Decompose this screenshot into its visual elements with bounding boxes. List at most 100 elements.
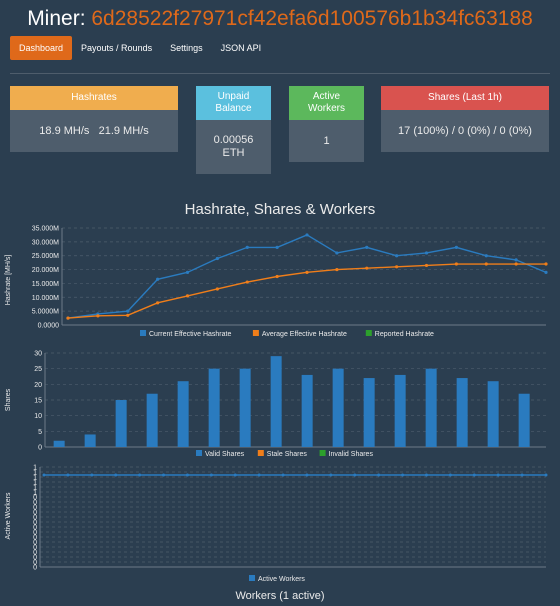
hashrates-panel-header: Hashrates: [10, 86, 178, 110]
active-workers-value: 1: [323, 134, 330, 147]
y-tick-label: 20: [34, 382, 42, 389]
data-point: [305, 270, 309, 274]
hashrates-title: Hashrates: [71, 92, 117, 103]
data-point: [424, 251, 429, 255]
y-axis-label: Shares: [5, 388, 12, 411]
data-point: [156, 301, 160, 305]
data-point: [353, 473, 357, 477]
share-bar: [301, 374, 313, 447]
data-point: [544, 262, 548, 266]
legend-swatch: [365, 330, 372, 336]
miner-label: Miner:: [27, 7, 92, 30]
miner-title: Miner: 6d28522f27971cf42efa6d100576b1b34…: [0, 6, 560, 32]
workers-section-title: Workers (1 active): [235, 590, 325, 602]
share-bar: [332, 368, 344, 447]
hashrates-panel: Hashrates 18.9 MH/s 21.9 MH/s: [10, 86, 178, 152]
legend-label: Current Effective Hashrate: [149, 331, 231, 338]
y-axis-label: Hashrate [MH/s]: [5, 255, 12, 306]
data-point: [245, 280, 249, 284]
data-point: [215, 256, 219, 261]
data-point: [90, 473, 94, 477]
data-point: [424, 473, 428, 477]
data-point: [275, 274, 279, 279]
y-tick-label: 35.000M: [32, 226, 59, 233]
data-point: [66, 473, 70, 477]
data-point: [424, 263, 429, 268]
nav-tabs: Dashboard Payouts / Rounds Settings JSON…: [10, 36, 270, 60]
unpaid-unit: ETH: [222, 147, 245, 159]
miner-address: 6d28522f27971cf42efa6d100576b1b34fc63188: [91, 7, 533, 30]
y-tick-label: 0: [38, 445, 42, 452]
y-tick-label: 1: [33, 465, 37, 472]
data-point: [42, 473, 46, 477]
series-line: [67, 234, 547, 319]
active-workers-panel: Active Workers 1: [289, 86, 364, 162]
legend-label: Stale Shares: [267, 451, 308, 458]
share-bar: [177, 381, 189, 447]
legend-label: Valid Shares: [205, 451, 245, 458]
share-bar: [84, 434, 96, 447]
y-tick-label: 15: [34, 398, 42, 405]
data-point: [377, 473, 381, 477]
data-point: [209, 473, 213, 477]
data-point: [472, 473, 476, 477]
shares-panel-header: Shares (Last 1h): [381, 86, 549, 110]
unpaid-value: 0.00056: [213, 134, 254, 146]
shares-value: 17 (100%) / 0 (0%) / 0 (0%): [398, 124, 532, 137]
shares-title: Shares (Last 1h): [428, 92, 502, 103]
unpaid-balance-header: Unpaid Balance: [196, 86, 271, 120]
y-axis-label: Active Workers: [5, 492, 12, 539]
data-point: [185, 294, 190, 298]
data-point: [126, 313, 130, 317]
data-point: [275, 245, 279, 249]
y-tick-label: 25: [34, 366, 42, 373]
data-point: [514, 258, 518, 262]
y-tick-label: 5: [38, 429, 42, 436]
tab-dashboard[interactable]: Dashboard: [10, 36, 73, 60]
y-tick-label: 1: [33, 480, 37, 487]
data-point: [305, 473, 309, 477]
y-tick-label: 0: [33, 550, 37, 557]
header-divider: [10, 73, 550, 74]
data-point: [257, 473, 261, 477]
unpaid-title-line2: Balance: [215, 103, 252, 114]
data-point: [454, 245, 458, 249]
share-bar: [363, 378, 375, 447]
data-point: [496, 473, 500, 477]
y-tick-label: 0: [33, 500, 37, 507]
data-point: [514, 262, 518, 266]
data-point: [281, 473, 285, 477]
tab-settings[interactable]: Settings: [170, 43, 203, 53]
y-tick-label: 0: [33, 525, 37, 532]
y-tick-label: 1: [33, 490, 37, 497]
data-point: [126, 309, 130, 313]
share-bar: [270, 356, 282, 447]
data-point: [233, 473, 237, 477]
data-point: [335, 267, 339, 272]
data-point: [454, 262, 458, 266]
data-point: [114, 473, 118, 477]
data-point: [395, 265, 399, 269]
y-tick-label: 10.000M: [32, 295, 59, 302]
hashrate-chart: 0.0000 5.0000M 10.000M 15.000M 20.000M 25.000…: [5, 226, 548, 338]
data-point: [544, 473, 548, 477]
share-bar: [487, 381, 499, 447]
y-tick-label: 20.000M: [32, 267, 59, 274]
y-tick-label: 1: [33, 475, 37, 482]
tab-json-api[interactable]: JSON API: [220, 43, 262, 53]
legend-swatch: [196, 450, 202, 456]
legend-label: Average Effective Hashrate: [262, 331, 347, 338]
data-point: [138, 473, 142, 477]
y-tick-label: 0: [33, 540, 37, 547]
share-bar: [239, 368, 251, 447]
legend-swatch: [140, 330, 146, 336]
data-point: [448, 473, 452, 477]
data-point: [335, 251, 339, 255]
tab-payouts-rounds[interactable]: Payouts / Rounds: [81, 43, 153, 53]
unpaid-balance-panel: Unpaid Balance 0.00056 ETH: [196, 86, 271, 174]
share-bar: [208, 368, 220, 447]
y-tick-label: 15.000M: [32, 281, 59, 288]
data-point: [215, 287, 219, 291]
share-bar: [115, 400, 127, 447]
